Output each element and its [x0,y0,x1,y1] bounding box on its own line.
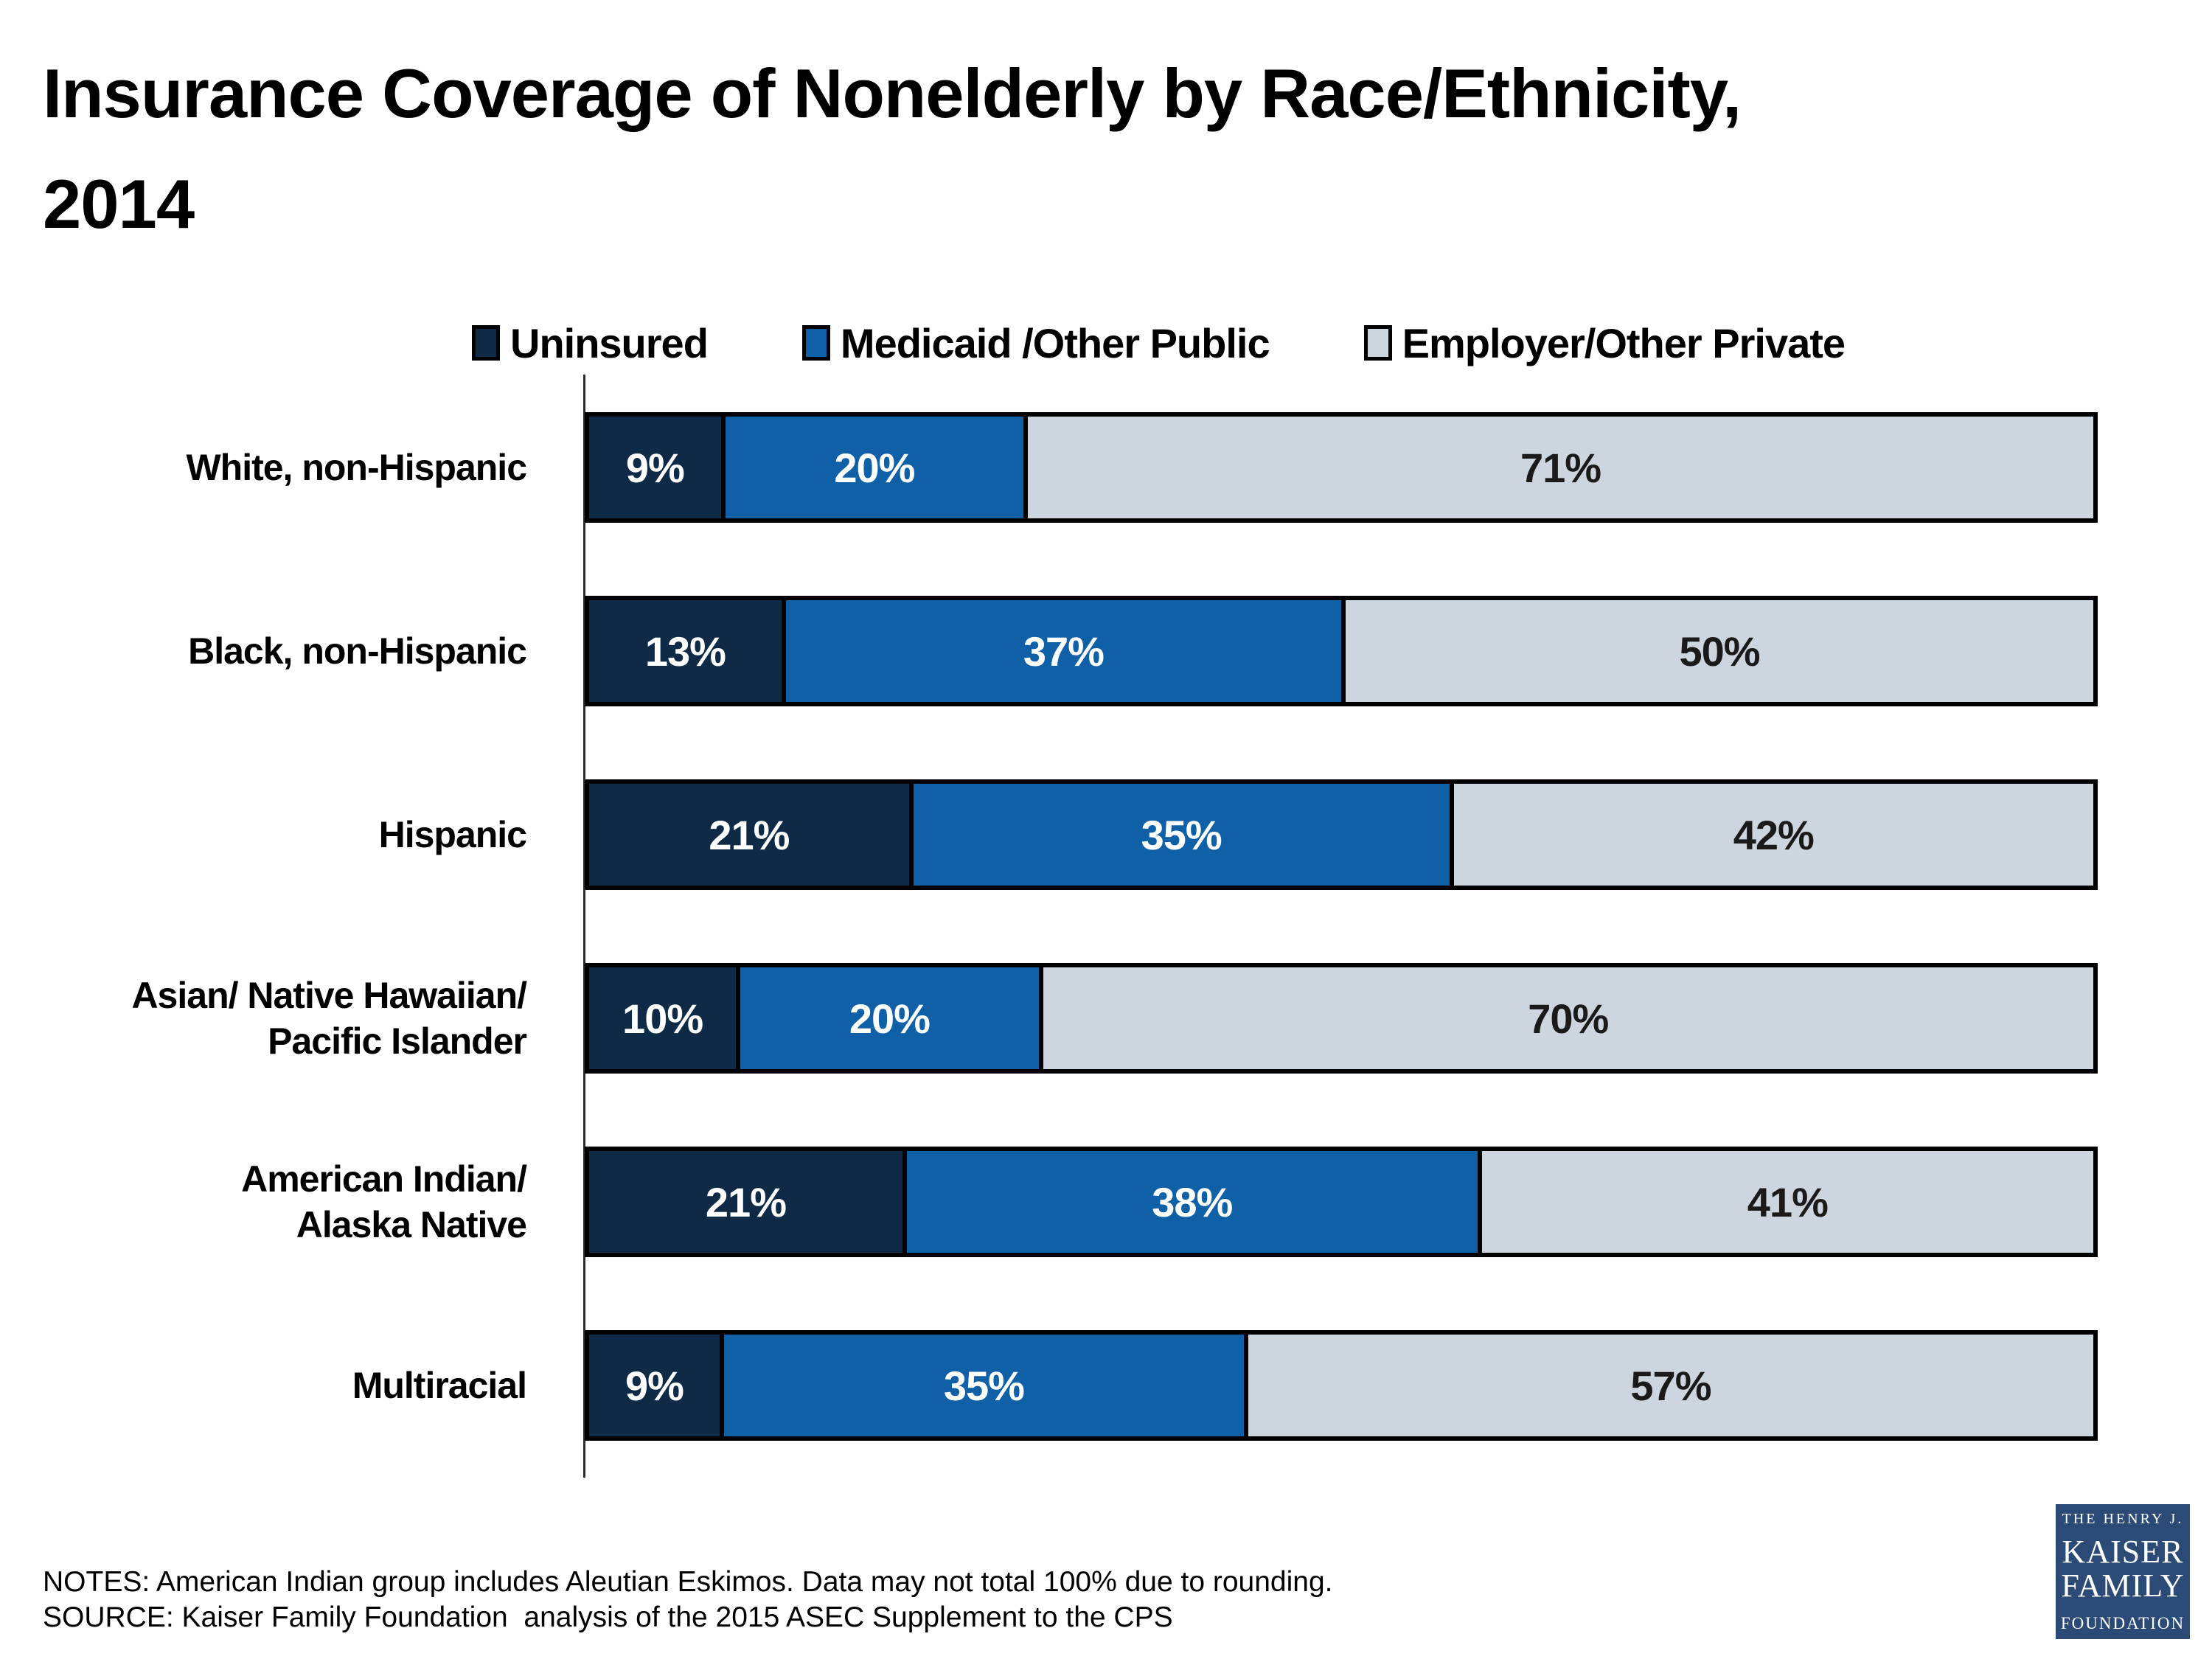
kff-logo-line4: FOUNDATION [2060,1613,2185,1632]
bar-value-label: 10% [622,995,703,1042]
bar-value-label: 20% [849,995,931,1042]
bar-value-label: 21% [705,1178,787,1225]
bar-segment: 41% [1477,1147,2098,1257]
bar-segment: 9% [585,412,721,523]
category-label-line: Asian/ Native Hawaiian/ [131,975,527,1016]
bar-segment: 57% [1243,1330,2098,1441]
chart-legend: Uninsured Medicaid /Other Public Employer/… [472,310,1846,376]
bar-segment: 10% [585,963,737,1074]
legend-label: Medicaid /Other Public [840,319,1270,366]
bar-value-label: 35% [943,1362,1025,1409]
stacked-bar: 13% 37% 50% [585,596,2098,706]
bar-row: Asian/ Native Hawaiian/Pacific Islander 1… [0,963,2212,1074]
bar-row: American Indian/Alaska Native 21% 38% 41% [0,1147,2212,1257]
bar-value-label: 9% [625,444,685,491]
kff-logo-line1: THE HENRY J. [2062,1510,2184,1527]
legend-swatch-icon [801,325,830,361]
source-text: SOURCE: Kaiser Family Foundation analysi… [43,1601,1173,1633]
category-label-line: Multiracial [352,1365,527,1406]
bar-segment: 35% [719,1330,1244,1441]
legend-swatch-icon [472,325,500,361]
legend-item-0: Uninsured [472,319,709,367]
bar-segment: 9% [585,1330,720,1441]
bar-value-label: 38% [1152,1178,1233,1225]
bar-segment: 21% [585,779,909,890]
notes-text: NOTES: American Indian group includes Al… [43,1566,1333,1598]
kff-logo-line3: FAMILY [2061,1567,2185,1604]
legend-label: Employer/Other Private [1402,319,1846,366]
kff-logo: THE HENRY J. KAISER FAMILY FOUNDATION [2056,1504,2190,1639]
bar-segment: 38% [902,1147,1478,1257]
bar-row: Hispanic 21% 35% 42% [0,779,2212,890]
bar-row: White, non-Hispanic 9% 20% 71% [0,412,2212,523]
bar-value-label: 21% [709,811,790,858]
category-label-line: Pacific Islander [268,1020,527,1062]
legend-swatch-icon [1363,325,1392,361]
bar-segment: 42% [1449,779,2098,890]
bar-segment: 13% [585,596,782,706]
category-label: American Indian/Alaska Native [0,1147,546,1257]
page-title: Insurance Coverage of Nonelderly by Race… [43,38,1742,260]
page-title-line1: Insurance Coverage of Nonelderly by Race… [43,55,1742,132]
bar-segment: 71% [1023,412,2098,523]
bar-row: Multiracial 9% 35% 57% [0,1330,2212,1441]
category-label-line: American Indian/ [241,1158,527,1200]
bar-value-label: 70% [1528,995,1609,1042]
category-label-line: Hispanic [378,814,527,855]
stacked-bar: 9% 35% 57% [585,1330,2098,1441]
bar-segment: 37% [781,596,1341,706]
bar-value-label: 37% [1023,627,1105,675]
legend-item-1: Medicaid /Other Public [801,319,1270,367]
bar-value-label: 50% [1679,627,1760,675]
bar-row: Black, non-Hispanic 13% 37% 50% [0,596,2212,706]
stacked-bar: 21% 35% 42% [585,779,2098,890]
category-label-line: Alaska Native [296,1204,527,1245]
bar-value-label: 9% [625,1362,684,1409]
bar-value-label: 35% [1141,811,1222,858]
bar-value-label: 41% [1747,1178,1829,1225]
category-label: White, non-Hispanic [0,412,546,523]
bar-value-label: 57% [1630,1362,1711,1409]
kff-logo-line2: KAISER [2062,1533,2184,1570]
category-label-line: White, non-Hispanic [186,447,527,488]
category-label-line: Black, non-Hispanic [188,630,527,672]
stacked-bar: 9% 20% 71% [585,412,2098,523]
bar-segment: 70% [1038,963,2098,1074]
category-label: Hispanic [0,779,546,890]
bar-value-label: 13% [644,627,726,675]
legend-label: Uninsured [510,319,709,366]
bar-segment: 20% [720,412,1024,523]
legend-item-2: Employer/Other Private [1363,319,1846,367]
bar-segment: 21% [585,1147,902,1257]
y-axis-line [583,375,585,1478]
stacked-bar: 10% 20% 70% [585,963,2098,1074]
category-label: Multiracial [0,1330,546,1441]
bar-value-label: 20% [834,444,915,491]
bar-segment: 20% [736,963,1039,1074]
stacked-bar: 21% 38% 41% [585,1147,2098,1257]
bar-segment: 50% [1340,596,2098,706]
page-title-line2: 2014 [43,165,195,243]
category-label: Black, non-Hispanic [0,596,546,706]
bar-segment: 35% [908,779,1450,890]
category-label: Asian/ Native Hawaiian/Pacific Islander [0,963,546,1074]
bar-value-label: 42% [1733,811,1815,858]
bar-value-label: 71% [1520,444,1601,491]
